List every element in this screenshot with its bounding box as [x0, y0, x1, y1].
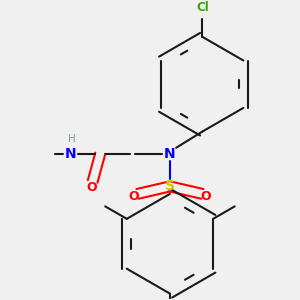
Text: S: S	[165, 179, 175, 194]
Text: O: O	[86, 181, 97, 194]
Text: O: O	[128, 190, 139, 203]
Text: N: N	[164, 147, 176, 161]
Text: H: H	[68, 134, 75, 144]
Text: O: O	[201, 190, 212, 203]
Text: Cl: Cl	[196, 2, 209, 14]
Text: N: N	[64, 147, 76, 161]
